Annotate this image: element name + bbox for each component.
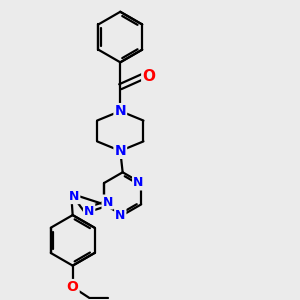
Text: N: N xyxy=(115,104,126,118)
Text: O: O xyxy=(67,280,79,294)
Text: N: N xyxy=(133,176,143,190)
Text: N: N xyxy=(69,190,80,203)
Text: N: N xyxy=(115,144,126,158)
Text: O: O xyxy=(142,69,155,84)
Text: N: N xyxy=(84,205,94,218)
Text: N: N xyxy=(115,208,125,222)
Text: N: N xyxy=(103,196,113,208)
